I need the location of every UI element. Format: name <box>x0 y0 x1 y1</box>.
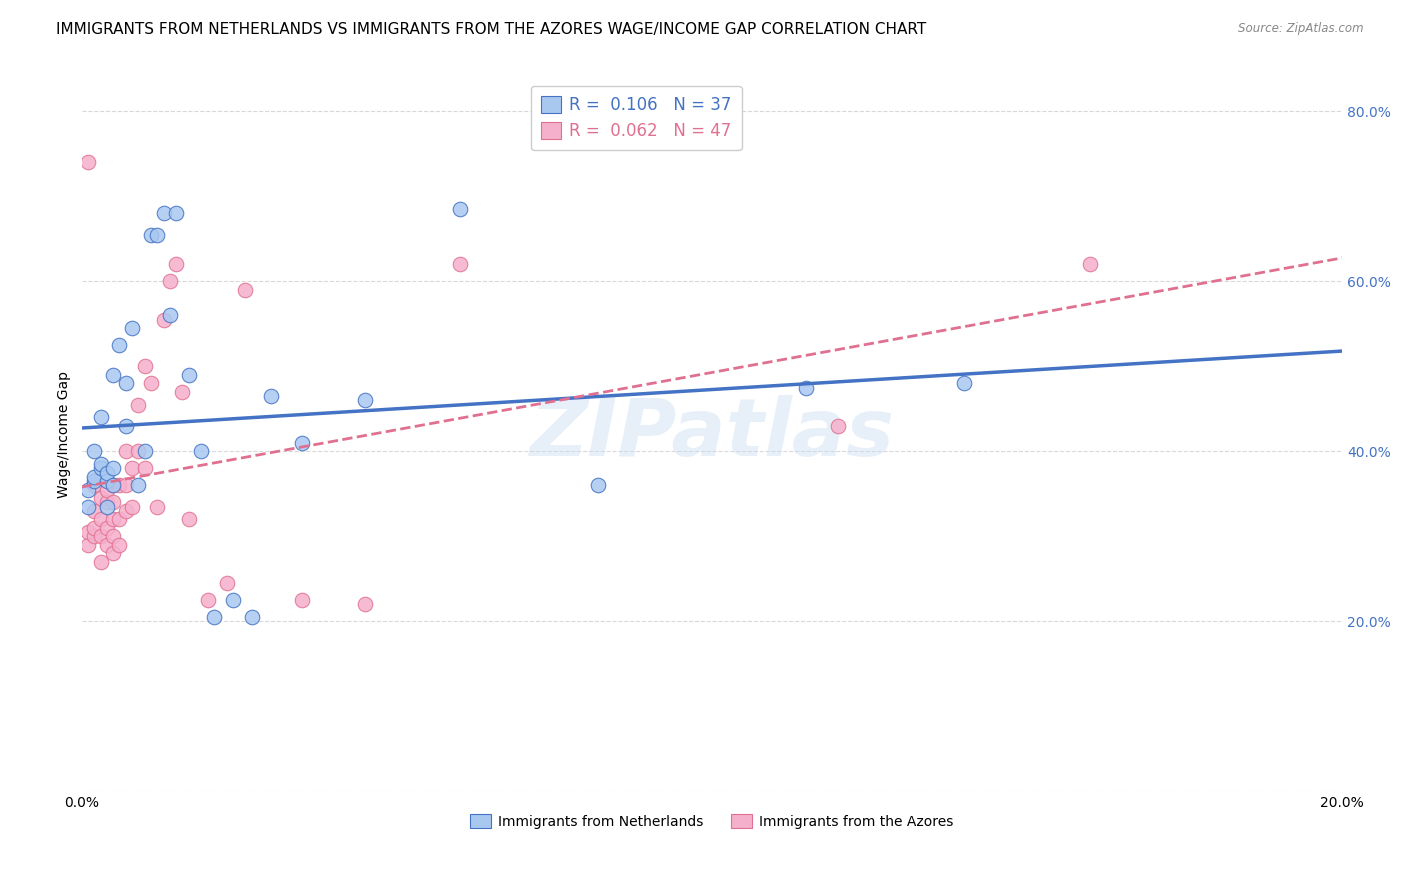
Point <box>260 389 283 403</box>
Point <box>588 478 610 492</box>
Point <box>172 384 194 399</box>
Point <box>240 610 263 624</box>
Text: ZIPatlas: ZIPatlas <box>530 395 894 474</box>
Point <box>354 393 377 408</box>
Point <box>114 478 136 492</box>
Point <box>114 418 136 433</box>
Point <box>108 512 131 526</box>
Point <box>101 529 124 543</box>
Point <box>134 461 156 475</box>
Point <box>96 538 118 552</box>
Point <box>101 368 124 382</box>
Point <box>146 500 169 514</box>
Point <box>1078 257 1101 271</box>
Point <box>83 521 105 535</box>
Point <box>96 483 118 497</box>
Point <box>121 321 143 335</box>
Point <box>146 227 169 242</box>
Point <box>77 525 100 540</box>
Point <box>101 478 124 492</box>
Point <box>222 593 245 607</box>
Point <box>114 444 136 458</box>
Point <box>235 283 257 297</box>
Point <box>101 512 124 526</box>
Point <box>291 435 314 450</box>
Point <box>108 338 131 352</box>
Point <box>134 359 156 374</box>
Point <box>83 529 105 543</box>
Point <box>291 593 314 607</box>
Point <box>83 470 105 484</box>
Point <box>165 206 187 220</box>
Point <box>96 474 118 488</box>
Point <box>77 500 100 514</box>
Point <box>77 483 100 497</box>
Point <box>96 500 118 514</box>
Point <box>165 257 187 271</box>
Point <box>89 529 111 543</box>
Point <box>177 368 200 382</box>
Point <box>139 376 162 391</box>
Point <box>96 521 118 535</box>
Point <box>77 155 100 169</box>
Point <box>127 478 149 492</box>
Point <box>89 491 111 505</box>
Point <box>101 546 124 560</box>
Point <box>89 461 111 475</box>
Point <box>827 418 849 433</box>
Point <box>152 312 174 326</box>
Point <box>121 461 143 475</box>
Legend: Immigrants from Netherlands, Immigrants from the Azores: Immigrants from Netherlands, Immigrants … <box>465 808 959 834</box>
Point <box>197 593 219 607</box>
Point <box>159 274 181 288</box>
Point <box>96 466 118 480</box>
Point <box>83 478 105 492</box>
Point <box>215 576 238 591</box>
Point <box>108 538 131 552</box>
Text: IMMIGRANTS FROM NETHERLANDS VS IMMIGRANTS FROM THE AZORES WAGE/INCOME GAP CORREL: IMMIGRANTS FROM NETHERLANDS VS IMMIGRANT… <box>56 22 927 37</box>
Point <box>83 504 105 518</box>
Point <box>89 512 111 526</box>
Text: Source: ZipAtlas.com: Source: ZipAtlas.com <box>1239 22 1364 36</box>
Point <box>152 206 174 220</box>
Point <box>83 474 105 488</box>
Point <box>114 376 136 391</box>
Point <box>89 410 111 425</box>
Point <box>127 444 149 458</box>
Point <box>89 555 111 569</box>
Y-axis label: Wage/Income Gap: Wage/Income Gap <box>58 371 72 498</box>
Point <box>77 538 100 552</box>
Point <box>101 478 124 492</box>
Point <box>796 381 818 395</box>
Point <box>121 500 143 514</box>
Point <box>114 504 136 518</box>
Point <box>449 202 471 216</box>
Point <box>177 512 200 526</box>
Point <box>134 444 156 458</box>
Point <box>108 478 131 492</box>
Point <box>139 227 162 242</box>
Point <box>96 495 118 509</box>
Point <box>159 309 181 323</box>
Point <box>354 597 377 611</box>
Point <box>202 610 225 624</box>
Point <box>101 461 124 475</box>
Point <box>190 444 212 458</box>
Point <box>127 398 149 412</box>
Point <box>953 376 976 391</box>
Point <box>83 444 105 458</box>
Point <box>89 457 111 471</box>
Point <box>101 495 124 509</box>
Point <box>449 257 471 271</box>
